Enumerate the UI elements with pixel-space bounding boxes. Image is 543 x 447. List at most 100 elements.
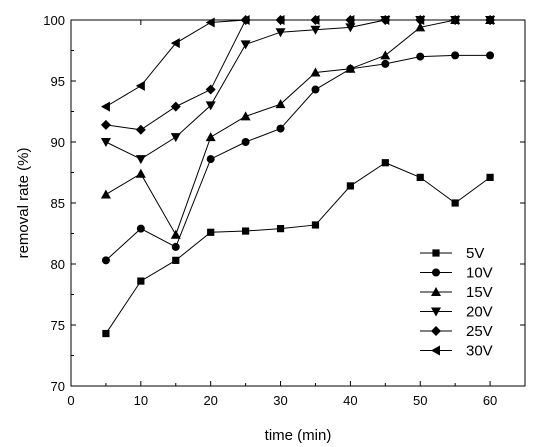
series-layer: [100, 15, 496, 338]
legend-marker: [432, 249, 440, 257]
x-tick-label: 0: [67, 393, 74, 408]
series-20v: [100, 16, 496, 165]
legend-marker: [431, 345, 440, 356]
data-point: [416, 52, 425, 61]
data-point: [205, 101, 216, 111]
data-point: [311, 221, 320, 229]
y-axis: 70 75 80 85 90 95 100: [43, 13, 525, 394]
data-point: [381, 159, 389, 167]
data-point: [205, 17, 215, 28]
data-point: [240, 111, 251, 121]
data-point: [102, 329, 110, 338]
data-point: [275, 15, 285, 25]
y-tick-label: 70: [51, 379, 65, 394]
data-point: [135, 80, 145, 91]
data-point: [207, 228, 215, 236]
data-point: [416, 173, 424, 181]
series-line: [105, 19, 491, 108]
legend-label: 20V: [466, 304, 493, 321]
data-point: [275, 28, 286, 38]
data-point: [136, 224, 145, 233]
data-point: [486, 51, 495, 60]
y-axis-title: removal rate (%): [15, 148, 32, 259]
legend-item: 20V: [420, 304, 493, 321]
series-line: [105, 54, 491, 261]
y-tick-label: 85: [51, 196, 65, 211]
series-15v: [100, 15, 496, 239]
data-point: [170, 101, 181, 112]
series-5v: [102, 159, 494, 338]
data-point: [310, 67, 321, 77]
series-10v: [101, 51, 495, 265]
y-tick-label: 80: [51, 257, 65, 272]
data-point: [380, 15, 390, 25]
legend-label: 10V: [466, 265, 493, 282]
legend-item: 10V: [420, 265, 493, 282]
y-tick-label: 95: [51, 74, 65, 89]
data-point: [171, 242, 180, 251]
data-point: [485, 15, 495, 25]
series-25v: [100, 15, 496, 135]
legend-marker: [431, 326, 441, 336]
data-point: [450, 15, 460, 25]
data-point: [310, 15, 320, 25]
legend-marker: [431, 307, 441, 317]
series-line: [105, 19, 491, 236]
y-tick-label: 90: [51, 135, 65, 150]
data-point: [240, 40, 251, 50]
data-point: [242, 227, 250, 235]
legend-item: 15V: [420, 284, 493, 301]
data-point: [415, 15, 425, 25]
data-point: [311, 85, 320, 94]
data-point: [170, 229, 181, 239]
y-tick-label: 100: [43, 13, 65, 28]
data-point: [345, 15, 355, 25]
data-point: [380, 50, 391, 60]
data-point: [241, 138, 250, 146]
data-point: [415, 22, 426, 32]
x-tick-label: 50: [413, 393, 427, 408]
legend-label: 15V: [466, 284, 493, 301]
data-point: [205, 132, 216, 142]
data-point: [276, 124, 285, 133]
data-point: [345, 63, 356, 73]
legend-item: 30V: [420, 343, 493, 360]
legend-marker: [432, 268, 440, 277]
legend-marker: [431, 287, 441, 296]
x-tick-label: 40: [343, 393, 357, 408]
data-point: [170, 133, 181, 143]
data-point: [137, 277, 145, 285]
series-line: [105, 19, 491, 160]
data-point: [451, 51, 460, 60]
x-tick-label: 20: [203, 393, 217, 408]
data-point: [135, 124, 146, 135]
series-line: [105, 19, 491, 131]
data-point: [240, 15, 250, 25]
legend-item: 5V: [420, 245, 484, 262]
data-point: [170, 38, 180, 49]
data-point: [275, 99, 286, 109]
legend-label: 25V: [466, 323, 493, 340]
x-tick-label: 10: [134, 393, 148, 408]
data-point: [206, 155, 215, 164]
data-point: [172, 256, 180, 264]
data-point: [451, 199, 459, 207]
data-point: [381, 59, 390, 68]
y-tick-label: 75: [51, 318, 65, 333]
x-tick-label: 30: [273, 393, 287, 408]
x-axis-title: time (min): [265, 427, 332, 444]
data-point: [310, 25, 321, 35]
data-point: [100, 119, 111, 130]
legend-label: 5V: [466, 245, 484, 262]
legend-item: 25V: [420, 323, 493, 340]
data-point: [486, 173, 494, 181]
data-point: [135, 168, 146, 178]
x-tick-label: 60: [483, 393, 497, 408]
data-point: [135, 155, 146, 165]
data-point: [346, 182, 354, 190]
series-30v: [100, 15, 495, 112]
data-point: [205, 84, 216, 95]
data-point: [101, 256, 110, 265]
data-point: [276, 225, 285, 233]
